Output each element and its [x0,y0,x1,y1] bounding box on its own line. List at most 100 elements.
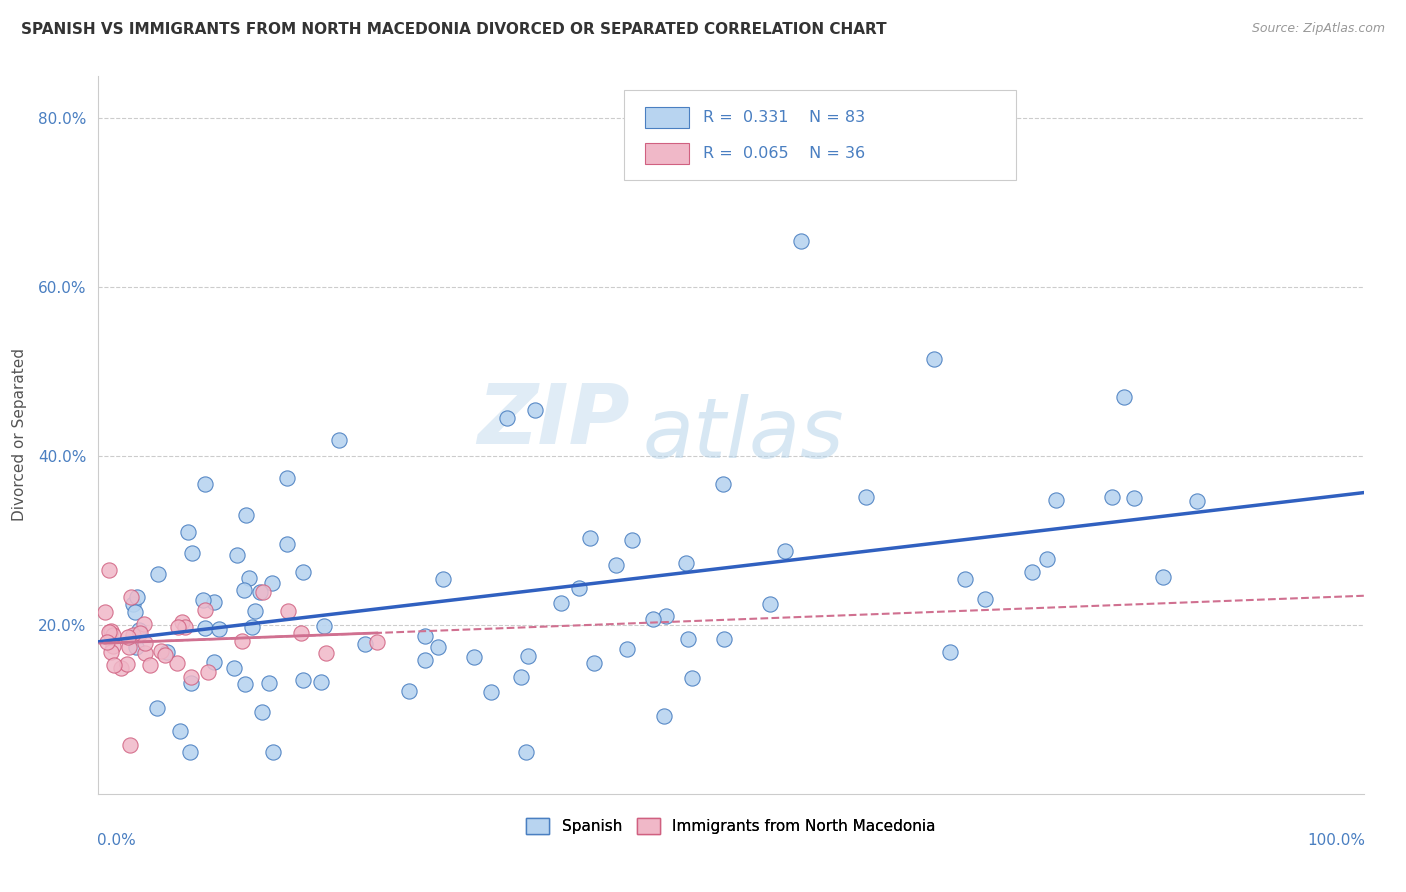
Text: SPANISH VS IMMIGRANTS FROM NORTH MACEDONIA DIVORCED OR SEPARATED CORRELATION CHA: SPANISH VS IMMIGRANTS FROM NORTH MACEDON… [21,22,887,37]
Point [134,636,156,650]
Point [413,628,436,642]
Text: 0.0%: 0.0% [97,833,136,848]
Point [117,631,139,645]
Point [432,572,454,586]
Point [292,565,315,579]
Point [100,645,122,659]
Point [354,637,377,651]
Point [134,646,156,660]
Point [676,632,699,646]
Point [855,491,877,505]
Point [167,620,190,634]
Point [463,649,485,664]
Point [172,615,194,629]
Point [517,649,540,664]
Point [94,605,117,619]
Point [773,543,796,558]
Point [145,701,167,715]
Point [120,590,142,604]
Point [194,602,217,616]
Point [495,410,517,425]
Point [202,655,225,669]
Point [169,724,191,739]
Point [125,640,148,654]
Text: R =  0.331    N = 83: R = 0.331 N = 83 [703,110,866,125]
Point [315,646,337,660]
Point [616,642,638,657]
Point [515,745,537,759]
Point [238,571,260,585]
Point [427,640,450,655]
Point [366,634,388,648]
Point [96,635,118,649]
Point [122,628,145,642]
Text: R =  0.065    N = 36: R = 0.065 N = 36 [703,146,866,161]
Point [98,624,121,639]
Point [711,476,734,491]
Point [233,677,256,691]
Point [675,556,697,570]
Point [605,558,627,572]
Y-axis label: Divorced or Separated: Divorced or Separated [13,349,27,521]
Point [681,671,703,685]
Point [180,670,202,684]
Point [124,605,146,619]
Point [1036,552,1059,566]
Point [120,738,141,752]
Point [150,644,173,658]
Text: Source: ZipAtlas.com: Source: ZipAtlas.com [1251,22,1385,36]
Point [550,596,572,610]
Point [579,531,602,545]
Point [252,585,274,599]
Point [257,676,280,690]
Point [1045,493,1067,508]
Point [101,639,124,653]
Point [922,351,945,366]
Text: atlas: atlas [643,394,844,475]
Point [309,675,332,690]
Point [231,634,253,648]
FancyBboxPatch shape [645,143,689,164]
Point [1123,491,1146,505]
Point [328,433,350,447]
Point [1021,566,1043,580]
Point [276,471,298,485]
Point [1101,490,1123,504]
Point [654,708,676,723]
Point [1152,570,1174,584]
Point [568,581,591,595]
Point [1112,390,1135,404]
Point [194,476,217,491]
Point [134,616,156,631]
Point [262,745,284,759]
Point [790,234,813,248]
Point [249,585,271,599]
Text: 100.0%: 100.0% [1308,833,1365,848]
Point [103,628,125,642]
Point [110,660,132,674]
Point [129,626,152,640]
Point [523,402,546,417]
Point [621,533,644,547]
FancyBboxPatch shape [623,90,1015,180]
Point [177,524,200,539]
Point [398,684,420,698]
Point [240,620,263,634]
Point [128,624,150,638]
Point [121,597,143,611]
Point [194,621,217,635]
Point [974,592,997,607]
Point [202,594,225,608]
Point [939,645,962,659]
Point [166,656,188,670]
Point [197,665,219,679]
Legend: Spanish, Immigrants from North Macedonia: Spanish, Immigrants from North Macedonia [520,812,942,840]
Point [179,745,201,759]
Point [510,670,533,684]
Point [127,591,149,605]
Point [583,656,606,670]
Point [174,620,197,634]
Point [222,661,245,675]
Point [1185,494,1208,508]
Point [312,618,335,632]
